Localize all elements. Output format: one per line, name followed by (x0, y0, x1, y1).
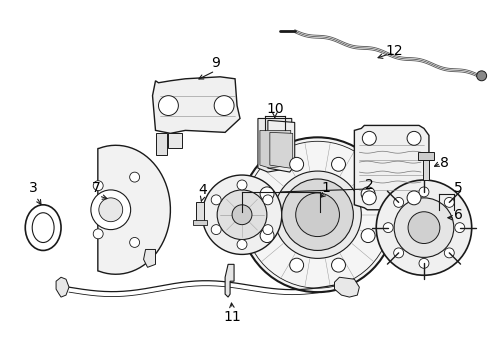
Circle shape (93, 229, 103, 239)
Polygon shape (152, 77, 240, 133)
Polygon shape (269, 132, 292, 168)
Polygon shape (267, 121, 294, 172)
Polygon shape (257, 118, 291, 172)
Circle shape (375, 180, 471, 275)
Circle shape (211, 225, 221, 235)
Circle shape (444, 248, 453, 258)
Circle shape (331, 258, 345, 272)
Circle shape (260, 187, 273, 201)
Circle shape (444, 197, 453, 207)
Polygon shape (56, 277, 69, 297)
Polygon shape (155, 133, 167, 155)
Polygon shape (143, 249, 155, 267)
Bar (417, 152, 433, 160)
Circle shape (331, 157, 345, 171)
Circle shape (406, 191, 420, 205)
Circle shape (129, 172, 139, 182)
Polygon shape (168, 133, 182, 148)
Circle shape (362, 131, 375, 145)
Circle shape (361, 229, 374, 243)
Text: 7: 7 (91, 181, 100, 195)
Bar (193, 220, 207, 225)
Circle shape (129, 238, 139, 247)
Text: 10: 10 (265, 102, 283, 116)
Circle shape (289, 157, 303, 171)
Circle shape (214, 96, 234, 116)
Circle shape (93, 181, 103, 191)
Circle shape (273, 171, 361, 258)
Polygon shape (224, 264, 234, 297)
Circle shape (383, 223, 392, 233)
Text: 2: 2 (364, 178, 373, 192)
Circle shape (217, 190, 266, 239)
Text: 9: 9 (210, 56, 219, 70)
Circle shape (91, 190, 130, 230)
Circle shape (476, 71, 486, 81)
Circle shape (418, 258, 428, 268)
Circle shape (361, 187, 374, 201)
Circle shape (289, 258, 303, 272)
Circle shape (407, 212, 439, 243)
Circle shape (158, 96, 178, 116)
Circle shape (260, 229, 273, 243)
Circle shape (295, 193, 339, 237)
Circle shape (237, 239, 246, 249)
Circle shape (393, 198, 453, 257)
Circle shape (406, 131, 420, 145)
Text: 12: 12 (385, 44, 402, 58)
Polygon shape (98, 145, 170, 274)
Circle shape (454, 223, 464, 233)
Circle shape (237, 180, 246, 190)
Text: 3: 3 (29, 181, 38, 195)
Text: 8: 8 (440, 156, 448, 170)
Text: 4: 4 (198, 183, 206, 197)
Polygon shape (334, 277, 359, 297)
Circle shape (263, 225, 272, 235)
Circle shape (281, 179, 353, 251)
Text: 1: 1 (321, 181, 329, 195)
Circle shape (418, 187, 428, 197)
Polygon shape (354, 125, 428, 210)
Circle shape (99, 198, 122, 222)
Bar (422, 158, 428, 180)
Circle shape (393, 248, 403, 258)
Circle shape (202, 175, 281, 255)
Text: 11: 11 (223, 310, 241, 324)
Text: 5: 5 (453, 181, 462, 195)
Circle shape (393, 197, 403, 207)
Polygon shape (260, 130, 290, 168)
Circle shape (211, 195, 221, 205)
Circle shape (232, 205, 251, 225)
Circle shape (263, 195, 272, 205)
Bar (196, 202, 204, 224)
Circle shape (240, 137, 394, 292)
Circle shape (362, 191, 375, 205)
Text: 6: 6 (453, 208, 462, 222)
